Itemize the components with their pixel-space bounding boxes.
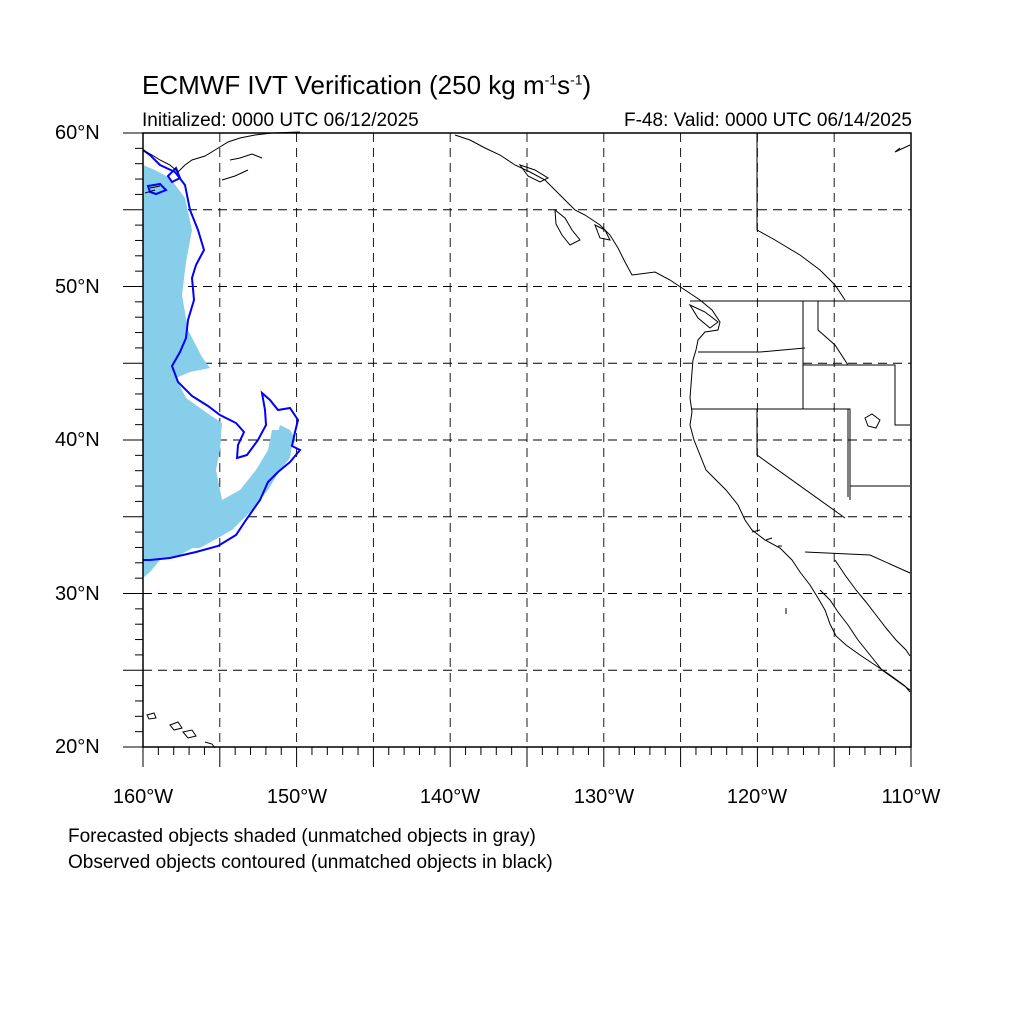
- great-salt-lake: [864, 413, 881, 429]
- lat-label-30n: 30°N: [55, 583, 100, 605]
- bc-islands: [518, 164, 719, 329]
- legend-observed-note: Observed objects contoured (unmatched ob…: [68, 852, 553, 873]
- canada-interior: [756, 133, 911, 301]
- north-america-coast: [454, 134, 911, 693]
- lat-label-40n: 40°N: [55, 429, 100, 451]
- observed-contour-inlet: [146, 166, 182, 196]
- chart-title: ECMWF IVT Verification (250 kg m-1s-1): [142, 70, 591, 101]
- title-exponent-1: -1: [544, 71, 558, 88]
- lat-label-20n: 20°N: [55, 736, 100, 758]
- lat-label-60n: 60°N: [55, 122, 100, 144]
- title-exponent-2: -1: [570, 71, 583, 88]
- legend-forecast-note: Forecasted objects shaded (unmatched obj…: [68, 826, 536, 847]
- lon-label-160w: 160°W: [112, 786, 174, 808]
- initialized-label: Initialized: 0000 UTC 06/12/2025: [142, 110, 419, 131]
- observed-contour: [142, 149, 302, 561]
- lon-label-150w: 150°W: [266, 786, 328, 808]
- channel-islands: [751, 529, 787, 614]
- aleutians: [146, 712, 216, 749]
- axis-ticks: [123, 132, 912, 767]
- lon-label-110w: 110°W: [881, 786, 941, 808]
- lon-label-120w: 120°W: [726, 786, 788, 808]
- valid-label: F-48: Valid: 0000 UTC 06/14/2025: [624, 110, 912, 131]
- lon-label-140w: 140°W: [419, 786, 481, 808]
- lat-label-50n: 50°N: [55, 276, 100, 298]
- forecast-shaded-main: [143, 165, 285, 578]
- title-prefix: ECMWF IVT Verification (250 kg m: [142, 70, 545, 100]
- lon-label-130w: 130°W: [573, 786, 635, 808]
- alaska-coast: [142, 131, 301, 194]
- coastlines: [142, 131, 911, 749]
- title-mid: s: [557, 70, 571, 100]
- baja-gulf-coast: [819, 559, 911, 691]
- us-state-borders: [690, 300, 911, 574]
- title-suffix: ): [582, 70, 592, 100]
